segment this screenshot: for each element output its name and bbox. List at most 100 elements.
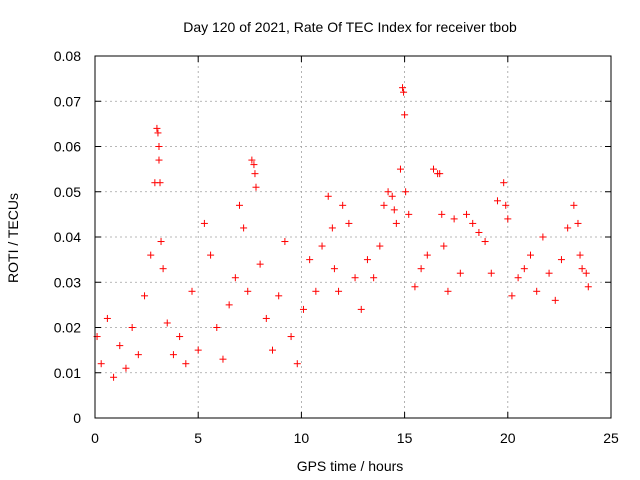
data-point — [194, 346, 202, 354]
data-point — [423, 251, 431, 259]
data-point — [299, 305, 307, 313]
data-point — [456, 269, 464, 277]
y-tick-label: 0.02 — [54, 320, 81, 336]
y-tick-label: 0.06 — [54, 139, 81, 155]
data-point — [154, 129, 162, 137]
data-point — [533, 287, 541, 295]
data-point — [219, 355, 227, 363]
data-point — [235, 201, 243, 209]
data-point — [401, 111, 409, 119]
y-tick-label: 0.05 — [54, 184, 81, 200]
data-point — [539, 233, 547, 241]
data-point — [157, 238, 165, 246]
x-tick-label: 15 — [397, 430, 413, 446]
x-axis-label: GPS time / hours — [297, 458, 404, 474]
data-point — [155, 143, 163, 150]
data-point — [275, 292, 283, 300]
data-point — [169, 351, 177, 359]
y-tick-label: 0.07 — [54, 93, 81, 109]
data-point — [504, 215, 512, 223]
x-tick-label: 10 — [294, 430, 310, 446]
data-point — [357, 305, 365, 313]
data-point — [225, 301, 233, 309]
data-point — [318, 242, 326, 250]
data-point — [335, 287, 343, 295]
x-tick-label: 20 — [500, 430, 516, 446]
data-point — [396, 165, 404, 173]
data-point — [110, 373, 118, 381]
data-point — [444, 287, 452, 295]
data-point — [159, 265, 167, 273]
data-points — [93, 84, 592, 381]
data-point — [97, 360, 105, 368]
data-point — [514, 274, 522, 282]
data-point — [324, 192, 332, 200]
data-point — [570, 201, 578, 209]
y-axis-label: ROTI / TECUs — [5, 193, 21, 283]
data-point — [576, 251, 584, 259]
data-point — [500, 179, 508, 187]
data-point — [411, 283, 419, 291]
data-point — [450, 215, 458, 223]
data-point — [116, 342, 124, 350]
data-point — [384, 188, 392, 196]
data-point — [417, 265, 425, 273]
data-point — [527, 251, 535, 259]
data-point — [103, 314, 111, 322]
data-point — [564, 224, 572, 232]
data-point — [345, 219, 353, 227]
data-point — [436, 170, 444, 178]
data-point — [250, 161, 258, 169]
x-tick-label: 5 — [194, 430, 202, 446]
data-point — [400, 88, 408, 96]
data-point — [155, 156, 163, 164]
data-point — [328, 224, 336, 232]
data-point — [520, 265, 528, 273]
data-point — [188, 287, 196, 295]
data-point — [551, 296, 559, 304]
data-point — [153, 124, 161, 132]
data-point — [392, 219, 400, 227]
data-point — [370, 274, 378, 282]
data-point — [252, 183, 260, 191]
data-point — [380, 201, 388, 209]
data-point — [156, 179, 164, 187]
y-tick-label: 0.04 — [54, 229, 81, 245]
data-point — [306, 256, 314, 264]
data-point — [213, 324, 221, 331]
data-point — [330, 265, 338, 273]
data-point — [469, 219, 477, 227]
data-point — [240, 224, 248, 232]
data-point — [182, 360, 190, 368]
data-point — [388, 192, 396, 200]
x-tick-label: 25 — [603, 430, 619, 446]
data-point — [475, 228, 483, 236]
data-point — [429, 165, 437, 173]
data-point — [248, 156, 256, 164]
data-point — [147, 251, 155, 259]
data-point — [231, 274, 239, 282]
data-point — [141, 292, 149, 300]
data-point — [269, 346, 277, 354]
data-point — [390, 206, 398, 214]
data-point — [163, 319, 171, 327]
data-point — [363, 256, 371, 264]
data-point — [405, 210, 413, 218]
data-point — [293, 360, 301, 368]
data-point — [582, 269, 590, 277]
chart-title: Day 120 of 2021, Rate Of TEC Index for r… — [183, 19, 517, 35]
data-point — [207, 251, 215, 259]
data-point — [244, 287, 252, 295]
data-point — [438, 210, 446, 218]
data-point — [481, 238, 489, 246]
data-point — [312, 287, 320, 295]
data-point — [584, 283, 592, 291]
data-point — [262, 314, 270, 322]
data-point — [200, 219, 208, 227]
data-point — [493, 197, 501, 205]
data-point — [545, 269, 553, 277]
data-point — [128, 324, 136, 331]
y-tick-label: 0.01 — [54, 365, 81, 381]
data-point — [399, 84, 407, 92]
